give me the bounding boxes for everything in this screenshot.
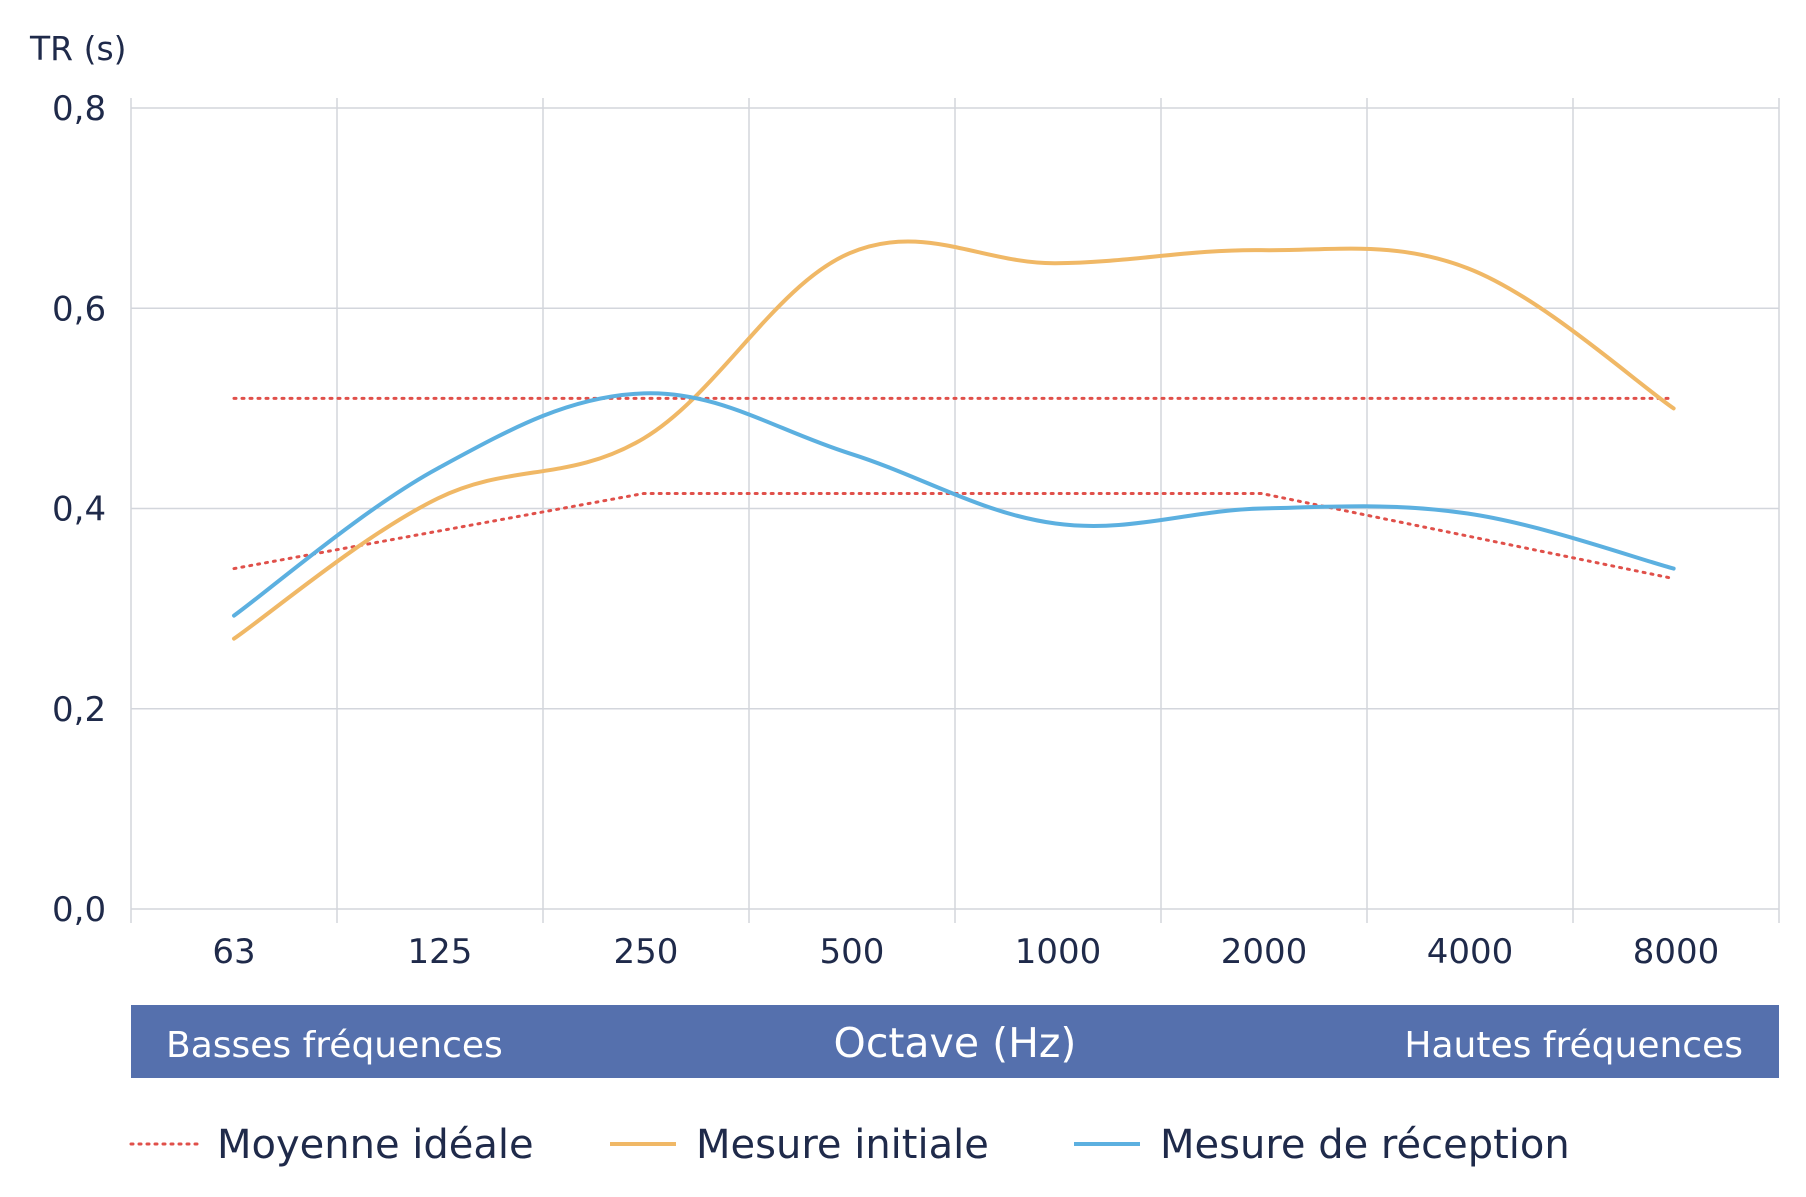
y-axis: TR (s) 0,0 0,2 0,4 0,6 0,8 [29, 29, 127, 930]
legend: Moyenne idéale Mesure initiale Mesure de… [129, 1122, 1570, 1168]
x-tick-label: 125 [408, 932, 473, 972]
legend-label-mesure-reception: Mesure de réception [1160, 1122, 1570, 1168]
x-tick-label: 63 [212, 932, 255, 972]
octave-band: Basses fréquences Octave (Hz) Hautes fré… [131, 1005, 1779, 1078]
band-left-label: Basses fréquences [166, 1025, 503, 1066]
series-line-mesure-reception [232, 391, 1676, 618]
y-tick-label: 0,0 [52, 890, 106, 930]
x-tick-label: 2000 [1221, 932, 1308, 972]
series-line-moyenne-ideale-2 [232, 491, 1676, 581]
band-center-label: Octave (Hz) [834, 1019, 1077, 1067]
y-tick-label: 0,2 [52, 690, 106, 730]
x-tick-label: 1000 [1015, 932, 1102, 972]
x-axis: 63 125 250 500 1000 2000 4000 8000 [212, 932, 1719, 972]
x-tick-label: 8000 [1633, 932, 1720, 972]
x-tick-label: 4000 [1427, 932, 1514, 972]
series-line-mesure-initiale [232, 239, 1676, 641]
y-tick-label: 0,4 [52, 490, 106, 530]
legend-label-moyenne-ideale: Moyenne idéale [217, 1122, 534, 1168]
legend-label-mesure-initiale: Mesure initiale [696, 1122, 989, 1168]
x-tick-label: 250 [614, 932, 679, 972]
y-axis-title: TR (s) [29, 29, 127, 68]
octave-band-background [131, 1005, 1779, 1078]
grid [130, 98, 1780, 923]
y-tick-label: 0,6 [52, 289, 106, 329]
x-tick-label: 500 [820, 932, 885, 972]
band-right-label: Hautes fréquences [1404, 1025, 1743, 1066]
series-lines [232, 239, 1676, 641]
y-tick-label: 0,8 [52, 89, 106, 129]
